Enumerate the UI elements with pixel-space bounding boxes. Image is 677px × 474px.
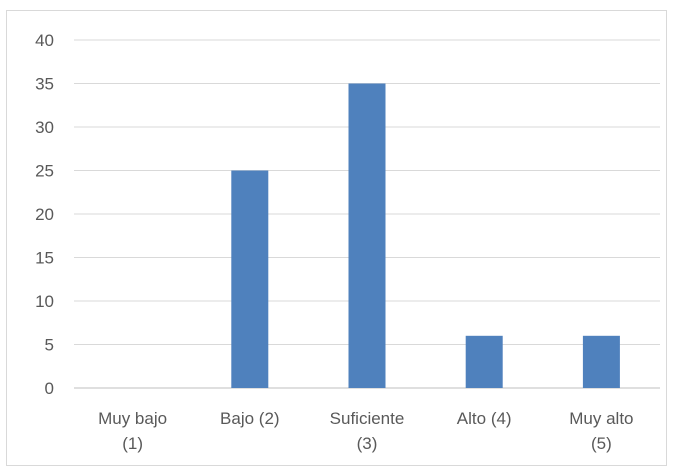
y-tick-label: 25: [35, 162, 54, 181]
x-tick-label: Suficiente: [330, 409, 405, 428]
x-tick-label: Bajo (2): [220, 409, 280, 428]
y-tick-label: 40: [35, 31, 54, 50]
y-tick-label: 30: [35, 118, 54, 137]
bar: [465, 335, 503, 388]
bar: [348, 83, 386, 388]
y-tick-label: 5: [45, 336, 54, 355]
x-tick-label: (3): [357, 434, 378, 453]
bar: [231, 170, 269, 388]
y-tick-label: 0: [45, 379, 54, 398]
y-tick-label: 35: [35, 75, 54, 94]
x-tick-label: Alto (4): [457, 409, 512, 428]
x-tick-label: (1): [122, 434, 143, 453]
y-tick-label: 20: [35, 205, 54, 224]
x-tick-label: (5): [591, 434, 612, 453]
bar: [582, 335, 620, 388]
chart-area: [6, 10, 667, 466]
x-tick-label: Muy alto: [569, 409, 633, 428]
y-tick-label: 15: [35, 249, 54, 268]
y-tick-label: 10: [35, 292, 54, 311]
x-tick-label: Muy bajo: [98, 409, 167, 428]
